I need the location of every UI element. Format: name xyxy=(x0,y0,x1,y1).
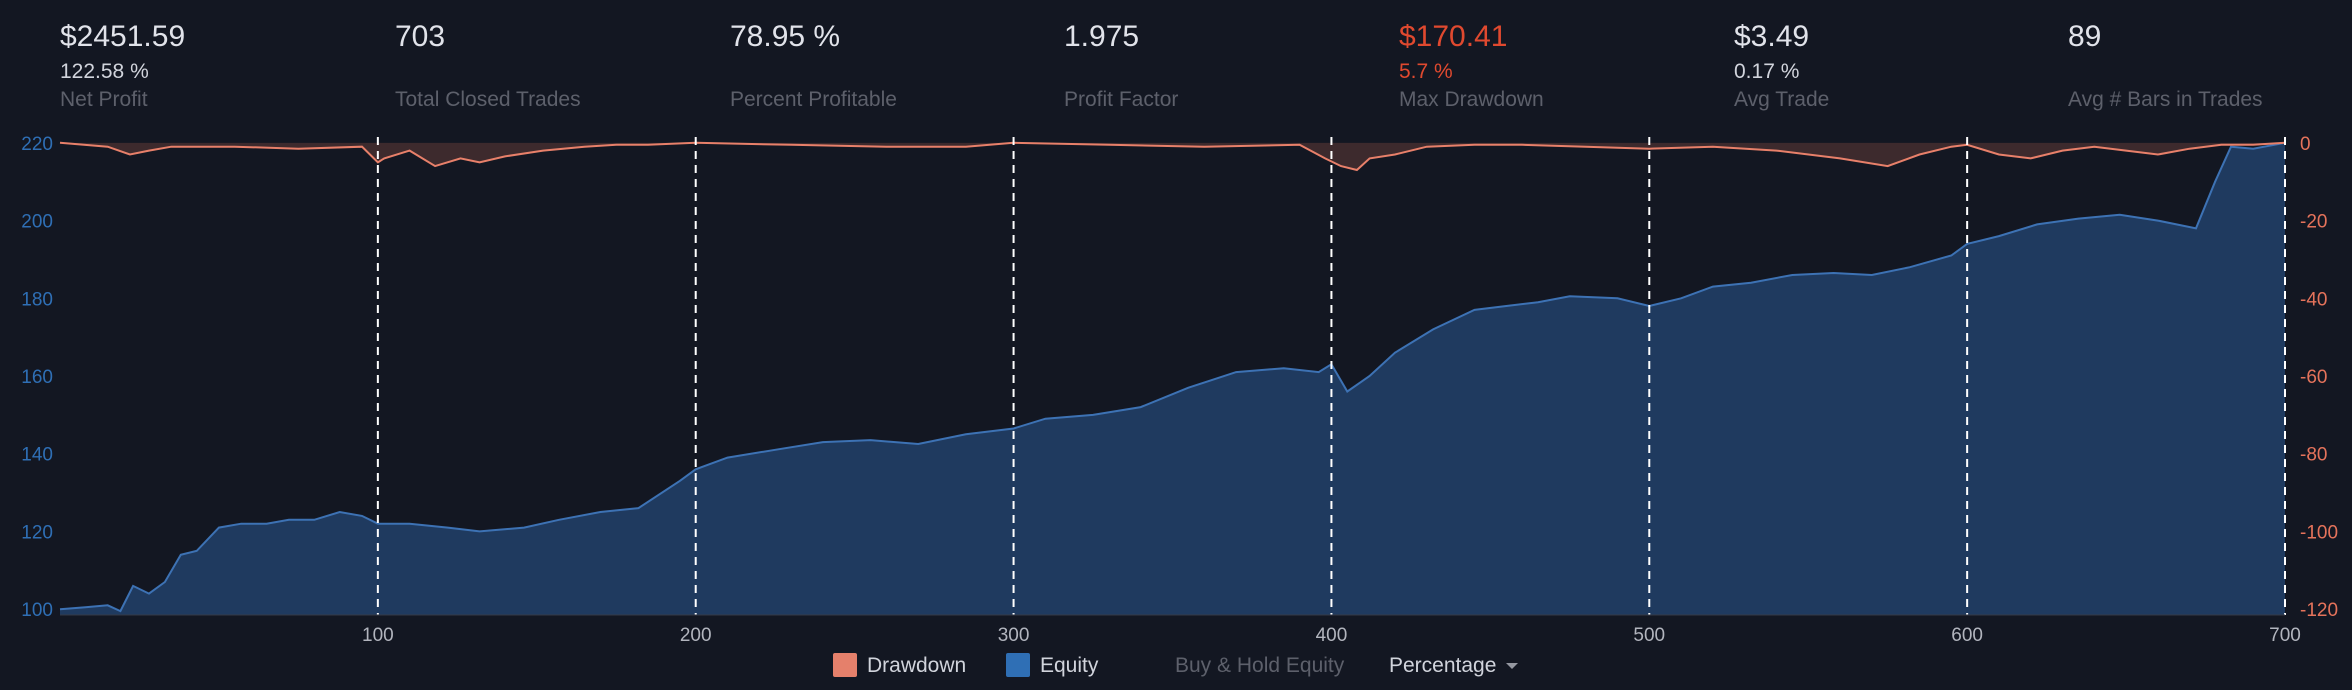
x-tick-label: 300 xyxy=(998,625,1030,646)
stat-max-drawdown: $170.41 5.7 % Max Drawdown xyxy=(1399,18,1729,114)
scale-mode-dropdown[interactable]: Percentage xyxy=(1389,652,1519,680)
stat-label: Percent Profitable xyxy=(730,88,897,111)
stat-percent: 122.58 % xyxy=(60,60,149,83)
stat-avg-trade: $3.49 0.17 % Avg Trade xyxy=(1734,18,2064,114)
drawdown-line xyxy=(59,141,2286,172)
summary-stats: $2451.59 122.58 % Net Profit 703 Total C… xyxy=(0,0,2352,130)
stat-label: Max Drawdown xyxy=(1399,88,1544,111)
equity-series-group xyxy=(59,141,2286,616)
legend-drawdown-label: Drawdown xyxy=(867,654,967,677)
drawdown-swatch-icon xyxy=(833,653,857,677)
vertical-marker-group xyxy=(376,137,2286,615)
stat-value: $170.41 xyxy=(1399,20,1508,53)
legend-buy-hold-equity[interactable]: Buy & Hold Equity xyxy=(1175,652,1344,680)
stat-label: Avg # Bars in Trades xyxy=(2068,88,2263,111)
right-y-tick-label: -120 xyxy=(2300,600,2338,621)
stat-net-profit: $2451.59 122.58 % Net Profit xyxy=(60,18,390,114)
right-y-tick-label: -20 xyxy=(2300,212,2327,233)
stat-avg-bars-in-trades: 89 Avg # Bars in Trades xyxy=(2068,18,2286,114)
stat-profit-factor: 1.975 Profit Factor xyxy=(1064,18,1394,114)
legend-buy-hold-label: Buy & Hold Equity xyxy=(1175,654,1345,677)
stat-value: $3.49 xyxy=(1734,20,1810,53)
left-y-tick-label: 140 xyxy=(21,445,53,466)
stat-value: 1.975 xyxy=(1064,20,1140,53)
stat-total-closed-trades: 703 Total Closed Trades xyxy=(395,18,725,114)
scale-mode-label: Percentage xyxy=(1389,654,1497,677)
x-tick-label: 400 xyxy=(1316,625,1348,646)
stat-percent: 0.17 % xyxy=(1734,60,1800,83)
equity-area xyxy=(60,142,2285,616)
stat-label: Profit Factor xyxy=(1064,88,1179,111)
chevron-down-icon xyxy=(1506,663,1519,669)
right-y-tick-label: 0 xyxy=(2300,134,2311,155)
stat-percent-profitable: 78.95 % Percent Profitable xyxy=(730,18,1060,114)
left-y-tick-label: 200 xyxy=(21,212,53,233)
axes-group: 100 200 300 400 500 600 700 100 120 140 160 180 200 2… xyxy=(21,134,2338,646)
stat-label: Net Profit xyxy=(60,88,148,111)
legend-drawdown[interactable]: Drawdown xyxy=(833,652,966,680)
stat-percent: 5.7 % xyxy=(1399,60,1453,83)
x-tick-label: 700 xyxy=(2269,625,2301,646)
x-tick-label: 100 xyxy=(362,625,394,646)
left-y-tick-label: 220 xyxy=(21,134,53,155)
legend-equity-label: Equity xyxy=(1040,654,1099,677)
right-y-tick-label: -80 xyxy=(2300,445,2327,466)
right-y-tick-label: -100 xyxy=(2300,522,2338,543)
right-y-tick-label: -40 xyxy=(2300,289,2327,310)
equity-line xyxy=(59,141,2286,613)
equity-drawdown-chart: 100 200 300 400 500 600 700 100 120 140 160 180 200 2… xyxy=(21,134,2338,646)
x-tick-label: 500 xyxy=(1633,625,1665,646)
stat-value: 703 xyxy=(395,20,446,53)
stat-label: Avg Trade xyxy=(1734,88,1830,111)
stat-value: 89 xyxy=(2068,20,2102,53)
x-tick-label: 600 xyxy=(1951,625,1983,646)
left-y-tick-label: 100 xyxy=(21,600,53,621)
left-y-tick-label: 180 xyxy=(21,289,53,310)
legend-equity[interactable]: Equity xyxy=(1006,652,1098,680)
right-y-tick-label: -60 xyxy=(2300,367,2327,388)
stat-value: $2451.59 xyxy=(60,20,186,53)
drawdown-series-group xyxy=(59,141,2286,172)
stat-value: 78.95 % xyxy=(730,20,841,53)
equity-swatch-icon xyxy=(1006,653,1030,677)
stat-label: Total Closed Trades xyxy=(395,88,581,111)
x-tick-label: 200 xyxy=(680,625,712,646)
left-y-tick-label: 160 xyxy=(21,367,53,388)
left-y-tick-label: 120 xyxy=(21,522,53,543)
chart-legend: Drawdown Equity Buy & Hold Equity Percen… xyxy=(0,648,2352,684)
